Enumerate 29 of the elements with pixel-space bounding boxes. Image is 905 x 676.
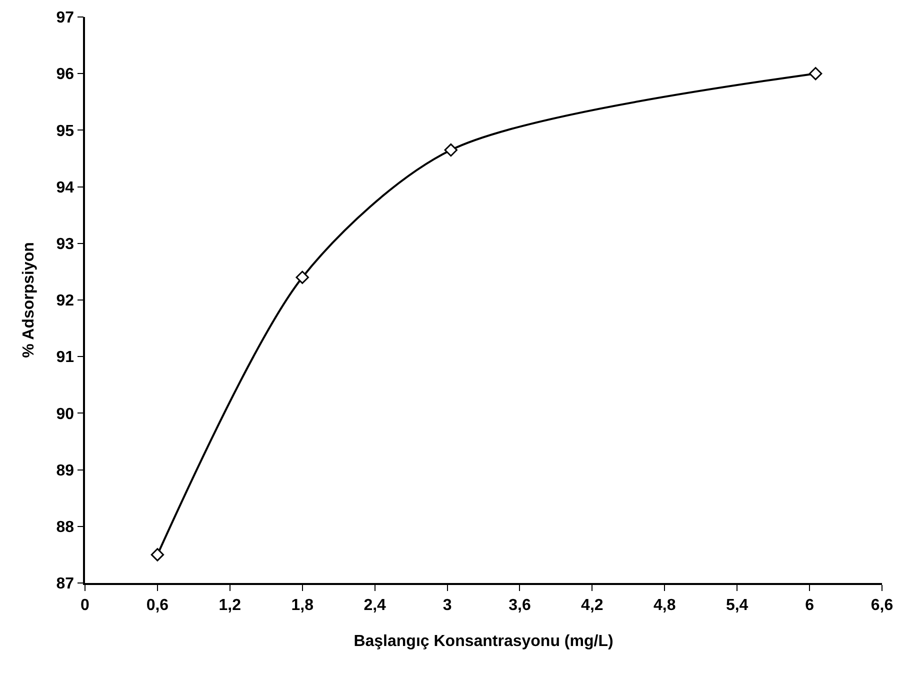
x-tick-label: 3,6 xyxy=(508,596,531,614)
point xyxy=(444,143,458,157)
x-tick-label: 0 xyxy=(80,596,90,614)
x-tick-label: 5,4 xyxy=(726,596,748,614)
x-tick-label: 6 xyxy=(805,596,814,614)
x-tick-label: 4,2 xyxy=(581,596,604,614)
x-tick-label: 1,2 xyxy=(218,596,242,614)
y-tick-label: 96 xyxy=(56,66,74,84)
x-tick-label: 6,6 xyxy=(870,596,894,614)
y-tick-label: 95 xyxy=(56,122,74,140)
x-tick-label: 0,6 xyxy=(146,596,169,614)
y-tick-label: 94 xyxy=(56,179,74,196)
x-tick-label: 2,4 xyxy=(364,596,386,614)
point xyxy=(150,548,164,562)
y-tick-label: 91 xyxy=(56,349,74,366)
y-tick-label: 89 xyxy=(56,462,74,480)
y-tick-label: 92 xyxy=(56,292,74,310)
point xyxy=(808,67,822,80)
y-tick-label: 93 xyxy=(56,236,74,253)
point xyxy=(296,270,309,284)
y-tick-label: 97 xyxy=(56,10,74,27)
x-tick-label: 3 xyxy=(442,596,452,614)
y-tick-label: 90 xyxy=(56,406,74,423)
x-tick-label: 4,8 xyxy=(654,596,676,614)
x-tick-label: 1,8 xyxy=(291,596,314,614)
y-tick-label: 88 xyxy=(56,519,74,536)
y-tick-label: 87 xyxy=(56,576,74,593)
y-axis-title: % Adsorpsiyon xyxy=(20,242,38,358)
x-axis-title: Başlangıç Konsantrasyonu (mg/L) xyxy=(354,633,614,650)
